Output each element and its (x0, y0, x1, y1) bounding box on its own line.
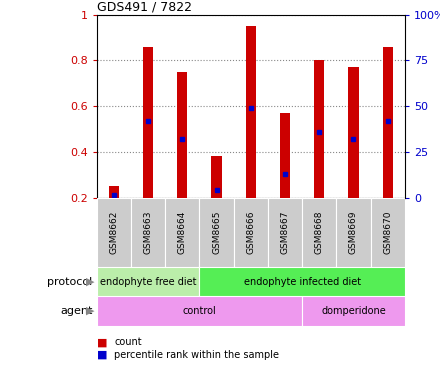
Bar (336, 198, 370, 267)
Text: endophyte infected diet: endophyte infected diet (244, 277, 361, 287)
Text: domperidone: domperidone (321, 306, 386, 316)
Text: protocol: protocol (47, 277, 92, 287)
Text: GSM8670: GSM8670 (383, 211, 392, 254)
Bar (302, 296, 405, 326)
Bar (177, 72, 187, 198)
Text: ■: ■ (97, 350, 107, 360)
Text: GSM8668: GSM8668 (315, 211, 324, 254)
Bar (143, 46, 153, 198)
Bar (97, 198, 131, 267)
Text: GSM8663: GSM8663 (143, 211, 153, 254)
Text: GSM8666: GSM8666 (246, 211, 255, 254)
Bar (246, 26, 256, 198)
Bar (131, 198, 165, 267)
Text: ▶: ▶ (86, 306, 95, 316)
Text: percentile rank within the sample: percentile rank within the sample (114, 350, 279, 360)
Text: count: count (114, 337, 142, 347)
Bar (268, 198, 302, 267)
Bar (370, 198, 405, 267)
Bar (382, 46, 393, 198)
Bar (199, 267, 405, 296)
Bar (97, 267, 199, 296)
Bar (97, 296, 302, 326)
Text: control: control (183, 306, 216, 316)
Bar (348, 67, 359, 198)
Bar (199, 198, 234, 267)
Text: GSM8669: GSM8669 (349, 211, 358, 254)
Text: GSM8664: GSM8664 (178, 211, 187, 254)
Text: agent: agent (60, 306, 92, 316)
Bar (165, 198, 199, 267)
Bar (212, 156, 222, 198)
Text: ▶: ▶ (86, 277, 95, 287)
Text: GDS491 / 7822: GDS491 / 7822 (97, 0, 192, 14)
Text: ■: ■ (97, 337, 107, 347)
Text: GSM8662: GSM8662 (110, 211, 118, 254)
Bar (234, 198, 268, 267)
Bar (302, 198, 336, 267)
Text: endophyte free diet: endophyte free diet (100, 277, 196, 287)
Bar (280, 113, 290, 198)
Bar (109, 186, 119, 198)
Bar (314, 60, 324, 198)
Text: GSM8665: GSM8665 (212, 211, 221, 254)
Text: GSM8667: GSM8667 (281, 211, 290, 254)
